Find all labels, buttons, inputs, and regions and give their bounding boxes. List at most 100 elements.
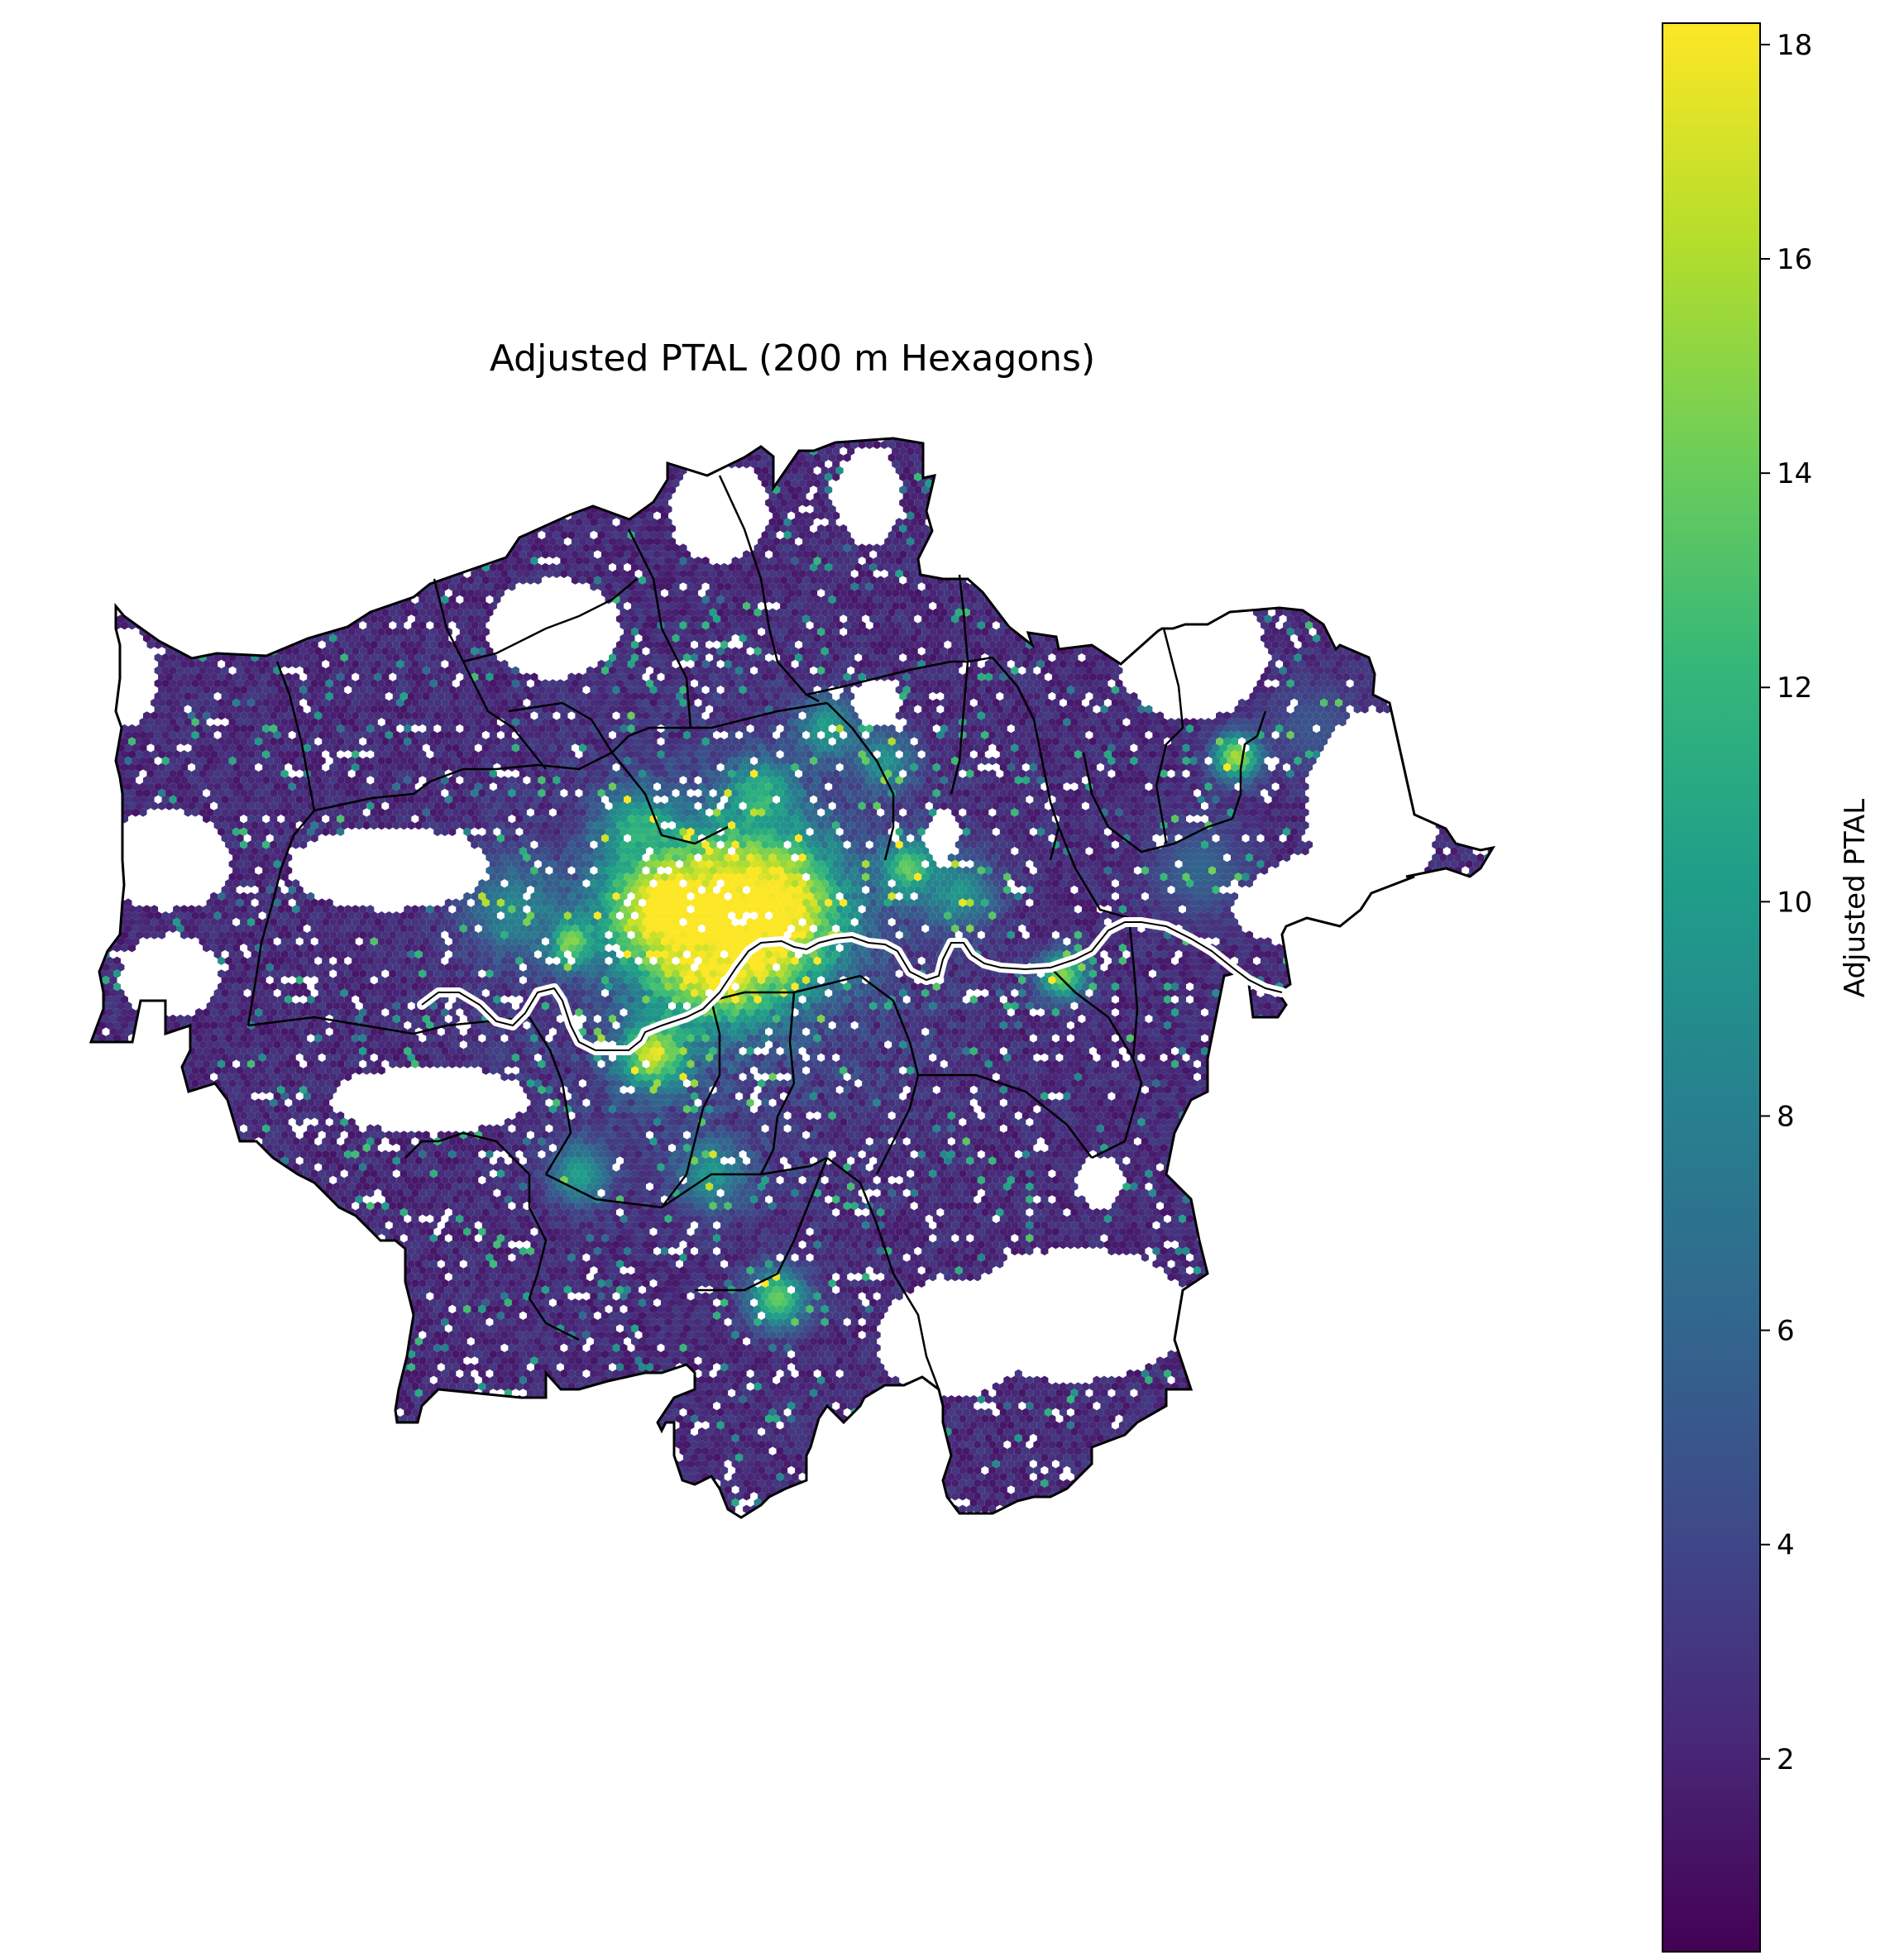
hexagon-cell bbox=[374, 504, 382, 514]
hexagon-cell bbox=[1137, 447, 1146, 456]
hexagon-cell bbox=[1290, 453, 1299, 462]
hexagon-cell bbox=[1350, 492, 1358, 501]
hexagon-cell bbox=[1271, 524, 1280, 533]
hexagon-cell bbox=[1256, 472, 1265, 481]
hexagon-cell bbox=[466, 550, 475, 559]
hexagon-cell bbox=[277, 530, 285, 540]
hexagon-cell bbox=[1465, 601, 1473, 610]
hexagon-cell bbox=[370, 438, 378, 443]
hexagon-cell bbox=[1413, 537, 1421, 546]
hexagon-cell bbox=[1435, 498, 1443, 508]
hexagon-cell bbox=[1179, 569, 1186, 578]
hexagon-cell bbox=[459, 447, 467, 456]
hexagon-cell bbox=[1238, 595, 1246, 605]
hexagon-cell bbox=[1051, 557, 1060, 566]
hexagon-cell bbox=[1387, 453, 1395, 462]
hexagon-cell bbox=[657, 466, 665, 476]
hexagon-cell bbox=[1428, 447, 1436, 456]
hexagon-cell bbox=[910, 504, 918, 514]
hexagon-cell bbox=[1457, 614, 1466, 624]
hexagon-cell bbox=[359, 504, 367, 514]
hexagon-cell bbox=[1428, 537, 1436, 546]
hexagon-cell bbox=[1137, 537, 1146, 546]
hexagon-cell bbox=[1085, 460, 1093, 469]
hexagon-cell bbox=[959, 447, 967, 456]
hexagon-cell bbox=[1066, 543, 1074, 552]
hexagon-cell bbox=[515, 492, 524, 501]
hexagon-cell bbox=[165, 608, 174, 617]
hexagon-cell bbox=[1375, 511, 1384, 520]
hexagon-cell bbox=[1063, 511, 1071, 520]
hexagon-cell bbox=[1417, 453, 1425, 462]
hexagon-cell bbox=[91, 562, 95, 572]
hexagon-cell bbox=[188, 595, 196, 605]
hexagon-cell bbox=[218, 453, 226, 462]
hexagon-cell bbox=[1014, 530, 1022, 540]
hexagon-cell bbox=[273, 537, 281, 546]
hexagon-cell bbox=[1275, 557, 1284, 566]
hexagon-cell bbox=[266, 614, 274, 624]
hexagon-cell bbox=[783, 504, 792, 514]
hexagon-cell bbox=[892, 524, 900, 533]
hexagon-cell bbox=[825, 537, 833, 546]
hexagon-cell bbox=[910, 479, 918, 488]
hexagon-cell bbox=[1204, 472, 1213, 481]
hexagon-cell bbox=[977, 543, 985, 552]
hexagon-cell bbox=[414, 447, 423, 456]
hexagon-cell bbox=[277, 595, 285, 605]
hexagon-cell bbox=[486, 543, 494, 552]
hexagon-cell bbox=[601, 447, 609, 456]
hexagon-cell bbox=[106, 479, 113, 488]
hexagon-cell bbox=[541, 447, 549, 456]
hexagon-cell bbox=[586, 511, 594, 520]
hexagon-cell bbox=[355, 589, 363, 598]
hexagon-cell bbox=[448, 479, 457, 488]
hexagon-cell bbox=[1246, 518, 1253, 527]
hexagon-cell bbox=[295, 589, 304, 598]
hexagon-cell bbox=[1313, 557, 1321, 566]
hexagon-cell bbox=[218, 479, 226, 488]
hexagon-cell bbox=[1103, 479, 1112, 488]
hexagon-cell bbox=[1007, 608, 1015, 617]
hexagon-cell bbox=[791, 479, 799, 488]
hexagon-cell bbox=[631, 447, 639, 456]
hexagon-cell bbox=[1156, 518, 1164, 527]
hexagon-cell bbox=[340, 589, 348, 598]
hexagon-cell bbox=[1264, 460, 1272, 469]
hexagon-cell bbox=[806, 466, 814, 476]
hexagon-cell bbox=[404, 582, 412, 591]
hexagon-cell bbox=[538, 492, 546, 501]
hexagon-cell bbox=[962, 440, 970, 449]
hexagon-cell bbox=[496, 438, 505, 443]
hexagon-cell bbox=[344, 543, 352, 552]
hexagon-cell bbox=[251, 438, 259, 443]
hexagon-cell bbox=[98, 466, 106, 476]
hexagon-cell bbox=[1044, 453, 1052, 462]
hexagon-cell bbox=[1275, 543, 1284, 552]
hexagon-cell bbox=[1160, 511, 1168, 520]
hexagon-cell bbox=[288, 627, 296, 637]
hexagon-cell bbox=[255, 582, 263, 591]
hexagon-cell bbox=[396, 466, 404, 476]
hexagon-cell bbox=[1227, 485, 1235, 495]
hexagon-cell bbox=[1301, 550, 1309, 559]
hexagon-cell bbox=[1476, 479, 1485, 488]
hexagon-cell bbox=[616, 524, 624, 533]
hexagon-cell bbox=[419, 440, 427, 449]
hexagon-cell bbox=[1048, 550, 1056, 559]
hexagon-cell bbox=[203, 621, 211, 630]
hexagon-cell bbox=[1253, 543, 1261, 552]
hexagon-cell bbox=[1048, 438, 1056, 443]
hexagon-cell bbox=[1484, 479, 1492, 488]
hexagon-cell bbox=[184, 472, 192, 481]
hexagon-cell bbox=[1078, 550, 1086, 559]
hexagon-cell bbox=[984, 582, 993, 591]
hexagon-cell bbox=[1148, 453, 1156, 462]
hexagon-cell bbox=[1361, 576, 1369, 585]
hexagon-cell bbox=[1387, 492, 1395, 501]
hexagon-cell bbox=[277, 440, 285, 449]
hexagon-cell bbox=[646, 460, 653, 469]
hexagon-cell bbox=[1331, 589, 1339, 598]
hexagon-cell bbox=[1126, 504, 1134, 514]
hexagon-cell bbox=[1186, 440, 1194, 449]
